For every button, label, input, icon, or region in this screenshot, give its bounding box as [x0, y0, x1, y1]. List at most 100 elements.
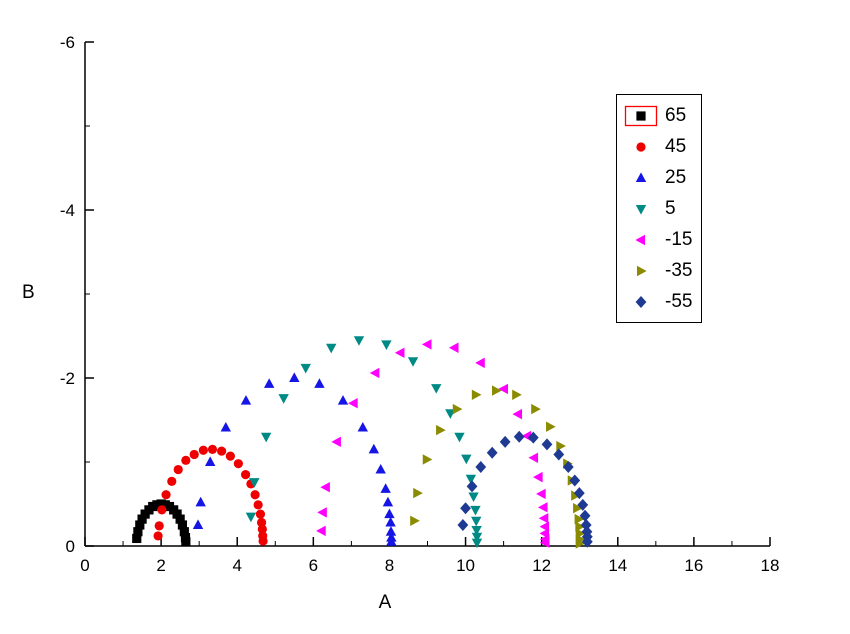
data-point [499, 435, 511, 448]
data-point [410, 515, 420, 526]
legend[interactable]: 65 45 25 5 -15 -35 -55 [616, 94, 703, 323]
data-point [167, 476, 177, 486]
data-point [380, 483, 391, 493]
data-point [217, 446, 227, 456]
legend-label: -35 [665, 260, 693, 281]
data-point [436, 424, 446, 436]
data-point [384, 508, 395, 519]
series--15 [316, 339, 550, 548]
data-point [385, 516, 396, 527]
data-point [154, 521, 164, 531]
data-point [573, 487, 585, 500]
data-point [153, 531, 163, 541]
data-point [448, 342, 459, 353]
data-point [326, 343, 337, 354]
data-point [468, 492, 479, 503]
data-point [574, 513, 585, 525]
data-point [198, 445, 208, 455]
data-point [181, 455, 191, 465]
data-point [175, 514, 185, 524]
data-point [331, 436, 341, 448]
data-point [527, 431, 539, 444]
legend-symbol-triangle-up-icon [635, 171, 647, 182]
data-point [233, 459, 243, 469]
data-point [253, 500, 263, 510]
data-point [135, 520, 145, 530]
x-tick-label: 18 [761, 556, 780, 575]
data-point [513, 430, 525, 443]
data-point [316, 525, 326, 537]
data-point [258, 536, 268, 546]
data-point [636, 141, 646, 152]
data-point [635, 295, 647, 308]
x-tick-label: 6 [309, 556, 318, 575]
data-point [407, 357, 419, 367]
series-25 [192, 372, 397, 546]
data-point [381, 340, 392, 350]
data-point [536, 488, 546, 500]
x-axis-title: A [378, 592, 392, 613]
data-point [577, 498, 589, 511]
legend-symbol-circle-icon [636, 141, 646, 152]
data-point [546, 421, 556, 432]
data-point [256, 517, 267, 528]
data-point [189, 449, 199, 460]
data-point [475, 357, 485, 369]
data-point [348, 398, 358, 409]
data-point [573, 503, 583, 514]
data-point [581, 535, 593, 548]
legend-entry-45[interactable]: 45 [624, 131, 692, 162]
x-tick-label: 12 [532, 556, 551, 575]
legend-entry--35[interactable]: -35 [624, 255, 692, 286]
data-point [225, 451, 235, 461]
legend-symbol-triangle-left-icon [635, 234, 645, 245]
data-point [413, 487, 423, 499]
data-point [382, 496, 394, 507]
data-point [637, 265, 647, 276]
data-point [369, 367, 380, 379]
legend-label: 45 [665, 136, 687, 157]
data-point [466, 480, 478, 493]
data-point [385, 526, 397, 536]
data-point [207, 444, 218, 454]
y-axis-title: B [22, 282, 35, 303]
legend-active-box [624, 105, 658, 126]
data-point [195, 496, 206, 507]
data-point [537, 502, 548, 513]
x-tick-label: 0 [80, 556, 89, 575]
legend-symbol-diamond-icon [635, 295, 647, 308]
data-point [179, 527, 189, 537]
data-point [635, 171, 647, 182]
data-point [470, 505, 481, 516]
data-point [422, 454, 433, 465]
data-point [461, 454, 472, 465]
data-point [528, 452, 539, 463]
series-5 [245, 336, 483, 549]
data-point [317, 507, 327, 518]
legend-entry-25[interactable]: 25 [624, 162, 692, 193]
data-point [320, 482, 330, 493]
legend-entry--55[interactable]: -55 [624, 286, 692, 317]
y-tick-label: -6 [60, 33, 75, 52]
x-tick-label: 16 [684, 556, 703, 575]
legend-entry-65[interactable]: 65 [624, 100, 692, 131]
y-tick-label: 0 [66, 537, 75, 556]
data-point [539, 537, 550, 548]
x-tick-label: 2 [156, 556, 165, 575]
data-point [173, 464, 183, 475]
data-point [161, 490, 171, 500]
data-point [465, 474, 477, 485]
data-point [635, 234, 645, 245]
series-65 [132, 499, 191, 547]
data-point [460, 502, 471, 515]
data-point [471, 532, 483, 543]
data-point [571, 490, 581, 501]
legend-entry-5[interactable]: 5 [624, 193, 692, 224]
data-point [353, 336, 365, 346]
data-point [357, 421, 369, 432]
legend-label: 25 [665, 167, 687, 188]
data-point [512, 389, 522, 400]
data-point [177, 520, 188, 530]
legend-entry--15[interactable]: -15 [624, 224, 692, 255]
